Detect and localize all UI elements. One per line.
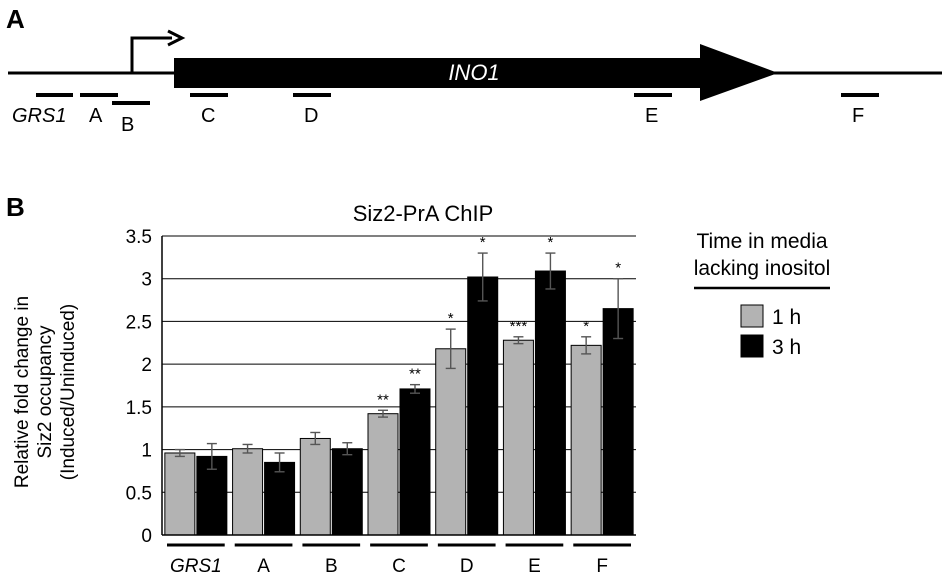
panel-b-bar-chart: B Siz2-PrA ChIP Relative fold change in S… (6, 192, 830, 577)
y-tick-label: 0 (141, 526, 152, 547)
y-axis-label-line: Siz2 occupancy (35, 325, 56, 459)
x-category-label: B (325, 556, 338, 577)
y-tick-label: 1.5 (126, 398, 152, 419)
y-tick-label: 0.5 (126, 483, 152, 504)
transcription-arrowhead (167, 29, 186, 47)
bar-series1 (367, 413, 399, 536)
bar-series1 (299, 437, 331, 536)
bar-series2 (264, 461, 296, 536)
legend-title-line: lacking inositol (694, 257, 831, 280)
transcription-start-arrow (130, 36, 172, 73)
x-category-label: E (528, 556, 541, 577)
bars (164, 270, 634, 536)
bar-series1 (570, 344, 602, 536)
chart-title: Siz2-PrA ChIP (353, 201, 494, 226)
panel-b-label: B (6, 192, 25, 222)
y-axis-label: Relative fold change in Siz2 occupancy (In… (12, 296, 79, 488)
significance-marker: ** (377, 391, 389, 408)
region-label-d: D (304, 105, 318, 127)
significance-marker: * (583, 318, 589, 335)
significance-marker: * (615, 260, 621, 277)
significance-marker: *** (510, 318, 528, 335)
bar-series1 (502, 339, 534, 536)
panel-a-gene-diagram: A INO1 GRS1 A B C D E F (6, 4, 942, 136)
region-label-e: E (645, 105, 658, 127)
x-category-label: F (596, 556, 608, 577)
significance-marker: * (480, 234, 486, 251)
error-bars (174, 252, 624, 473)
y-axis-label-line: Relative fold change in (12, 296, 33, 488)
legend-title-line: Time in media (696, 230, 827, 253)
significance-markers: ************ (377, 234, 621, 408)
x-category-label: A (257, 556, 270, 577)
region-label-a: A (89, 105, 103, 127)
y-tick-label: 3 (141, 270, 152, 291)
panel-a-label: A (6, 4, 25, 34)
legend: Time in media lacking inositol 1 h 3 h (694, 230, 831, 359)
ino1-gene-body (174, 44, 778, 101)
x-category-label: GRS1 (170, 556, 222, 577)
legend-entry: 1 h (772, 306, 801, 329)
x-category-label: D (460, 556, 474, 577)
legend-swatch (740, 304, 764, 328)
legend-entry: 3 h (772, 336, 801, 359)
region-label-c: C (201, 105, 215, 127)
axes (161, 236, 636, 536)
bar-series2 (534, 270, 566, 536)
bar-series2 (399, 388, 431, 536)
y-tick-label: 1 (141, 441, 152, 462)
y-tick-label: 3.5 (126, 227, 152, 248)
significance-marker: ** (409, 366, 421, 383)
y-tick-labels: 0 0.5 1 1.5 2 2.5 3 3.5 (126, 227, 152, 547)
y-axis-label-line: (Induced/Uninduced) (58, 304, 79, 480)
bar-series2 (331, 448, 363, 536)
bar-series1 (435, 348, 467, 536)
x-category-labels: GRS1 A B C D E F (167, 543, 631, 577)
legend-swatch (740, 334, 764, 358)
x-category-label: C (392, 556, 406, 577)
bar-series1 (232, 448, 264, 536)
region-label-f: F (852, 105, 864, 127)
y-tick-label: 2 (141, 355, 152, 376)
significance-marker: * (448, 310, 454, 327)
gene-name-label: INO1 (448, 60, 499, 85)
region-label-grs1: GRS1 (12, 105, 66, 127)
bar-series2 (602, 308, 634, 536)
bar-series2 (467, 276, 499, 536)
significance-marker: * (548, 234, 554, 251)
region-label-b: B (121, 114, 134, 136)
y-tick-label: 2.5 (126, 312, 152, 333)
bar-series1 (164, 452, 196, 536)
